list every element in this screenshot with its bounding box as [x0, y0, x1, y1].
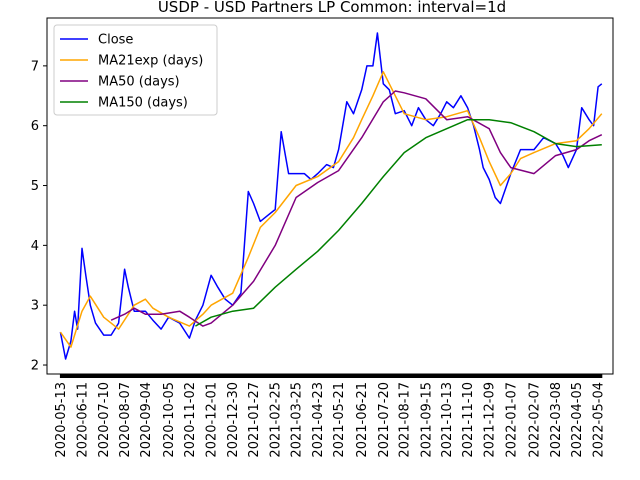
x-tick-label: 2021-03-25 [290, 382, 305, 458]
x-tick-label: 2021-11-10 [461, 382, 476, 458]
y-tick-label: 5 [31, 179, 39, 194]
x-tick-label: 2021-04-23 [311, 382, 326, 458]
x-tick-label: 2020-09-04 [139, 382, 154, 458]
x-tick-label: 2020-10-05 [162, 382, 177, 458]
x-tick-label: 2022-03-08 [549, 382, 564, 458]
legend-label: MA150 (days) [98, 96, 188, 111]
x-tick-label: 2020-12-01 [205, 382, 220, 458]
series-line-ma21exp-days [59, 71, 603, 348]
x-tick-label: 2020-05-13 [54, 382, 69, 458]
legend-label: MA50 (days) [98, 75, 180, 90]
x-tick-label: 2020-08-07 [118, 382, 133, 458]
y-tick-label: 4 [31, 239, 39, 254]
x-tick-label: 2021-05-21 [332, 382, 347, 458]
legend: Close MA21exp (days) MA50 (days) MA150 (day… [53, 24, 218, 116]
x-tick-label: 2021-06-21 [355, 382, 370, 458]
x-tick-label: 2020-06-11 [76, 382, 91, 458]
x-tick-label: 2021-01-27 [247, 382, 262, 458]
x-axis: 2020-05-13 2020-06-11 2020-07-10 2020-08-07… [54, 374, 607, 458]
x-tick-label: 2022-02-07 [528, 382, 543, 458]
x-tick-label: 2021-10-13 [440, 382, 455, 458]
x-tick-label: 2022-04-05 [570, 382, 585, 458]
legend-box [53, 24, 218, 116]
chart-title: USDP - USD Partners LP Common: interval=… [158, 0, 506, 16]
x-tick-label: 2022-01-07 [504, 382, 519, 458]
x-tick-label: 2021-08-17 [398, 382, 413, 458]
x-tick-label: 2020-07-10 [97, 382, 112, 458]
x-tick-label: 2022-05-04 [592, 382, 607, 458]
x-tick-label: 2021-02-25 [269, 382, 284, 458]
x-tick-label: 2020-11-02 [183, 382, 198, 458]
y-axis: 2 3 4 5 6 7 [31, 59, 47, 374]
series-layer [59, 32, 603, 360]
y-tick-label: 6 [31, 119, 39, 134]
y-tick-label: 3 [31, 299, 39, 314]
series-line-close [59, 32, 603, 360]
x-tick-marks [59, 374, 603, 378]
series-line-ma50-days [110, 90, 603, 327]
y-tick-label: 2 [31, 359, 39, 374]
y-tick-label: 7 [31, 59, 39, 74]
x-tick-label: 2020-12-30 [226, 382, 241, 458]
series-line-ma150-days [195, 118, 602, 327]
x-tick-label: 2021-09-15 [419, 382, 434, 458]
x-tick-label: 2021-07-20 [377, 382, 392, 458]
legend-label: MA21exp (days) [98, 54, 203, 69]
legend-label: Close [98, 33, 133, 48]
x-tick-label: 2021-12-09 [483, 382, 498, 458]
